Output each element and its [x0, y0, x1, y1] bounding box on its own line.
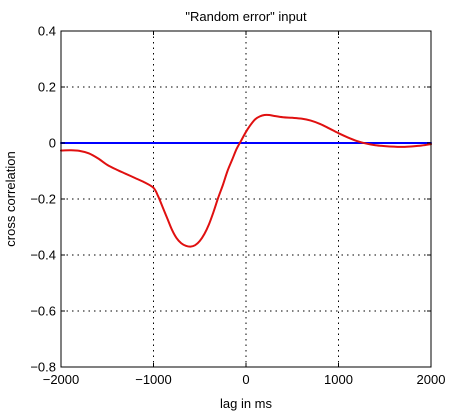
chart-title: "Random error" input — [185, 9, 307, 24]
series-layer — [60, 113, 432, 248]
y-tick-label: −0.2 — [30, 192, 56, 207]
y-tick-label: 0 — [49, 136, 56, 151]
y-tick-label: −0.6 — [30, 304, 56, 319]
series-line-2 — [60, 113, 432, 248]
y-tick-label: 0.2 — [38, 80, 56, 95]
ticks: −2000 −1000 0 1000 2000 −0.8 −0.6 −0.4 −0.2 0 0.2 0… — [30, 24, 445, 388]
y-tick-label: −0.4 — [30, 248, 56, 263]
x-tick-label: −1000 — [135, 372, 172, 387]
x-tick-label: 2000 — [417, 372, 446, 387]
y-tick-label: 0.4 — [38, 24, 56, 39]
y-axis-title: cross correlation — [3, 151, 18, 246]
x-tick-label: −2000 — [43, 372, 80, 387]
x-tick-label: 1000 — [324, 372, 353, 387]
y-tick-label: −0.8 — [30, 360, 56, 375]
x-tick-label: 0 — [242, 372, 249, 387]
x-axis-title: lag in ms — [220, 396, 273, 411]
